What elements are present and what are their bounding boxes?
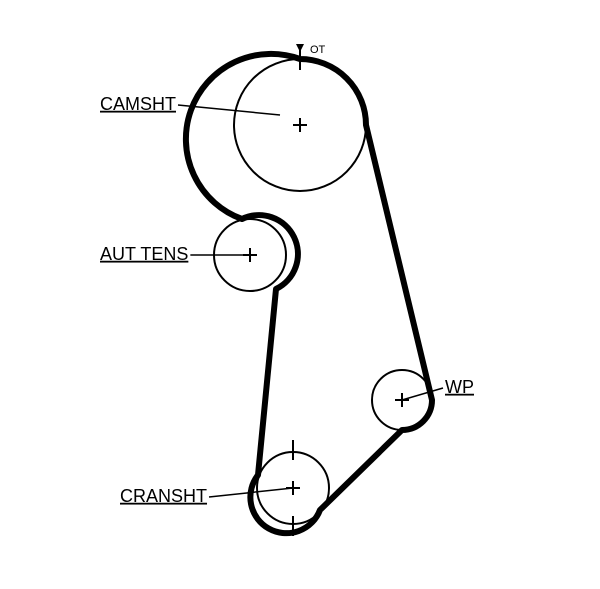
crankshaft-label: CRANSHT — [120, 486, 207, 506]
tensioner-label-group: AUT TENS — [100, 244, 250, 264]
camshaft-label: CAMSHT — [100, 94, 176, 114]
crankshaft-label-group: CRANSHT — [120, 486, 293, 506]
waterpump-label-group: WP — [402, 377, 474, 400]
waterpump-label: WP — [445, 377, 474, 397]
belt — [186, 54, 432, 533]
timing-belt-diagram: OT CAMSHT AUT TENS WP CRANSHT — [0, 0, 600, 589]
camshaft-pulley — [234, 59, 366, 191]
ot-arrow-icon — [296, 44, 304, 52]
ot-label: OT — [310, 44, 326, 56]
waterpump-leader — [402, 388, 443, 400]
tensioner-label: AUT TENS — [100, 244, 188, 264]
